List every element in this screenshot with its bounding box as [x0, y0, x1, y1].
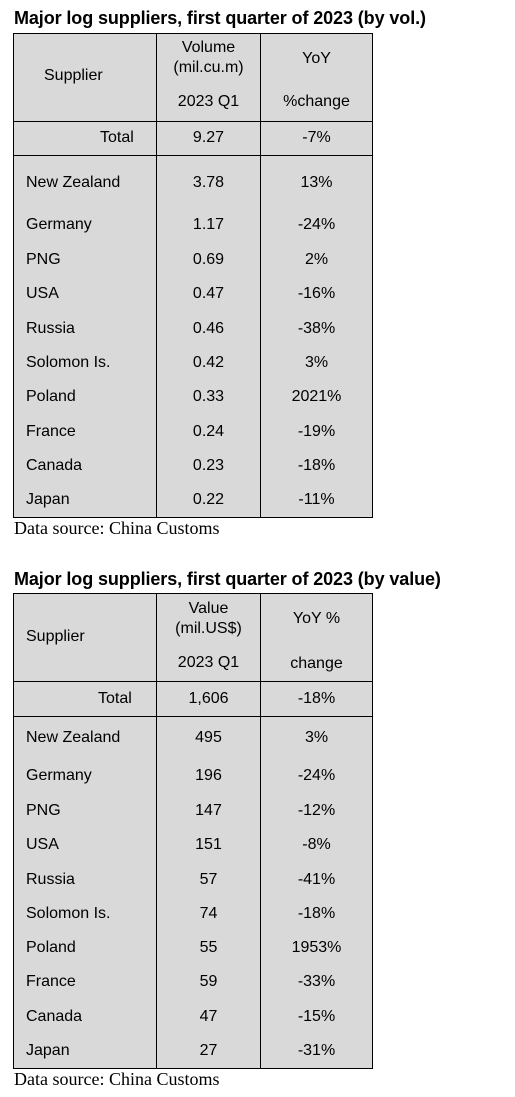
supplier-value: 1.17 [192, 216, 225, 233]
supplier-value: 0.33 [192, 388, 225, 405]
supplier-yoy: -24% [297, 767, 336, 784]
table-title: Major log suppliers, first quarter of 20… [14, 569, 441, 589]
supplier-value: 0.22 [192, 491, 225, 508]
total-yoy: -18% [297, 690, 336, 707]
supplier-name: Canada [26, 1008, 83, 1025]
supplier-value: 0.46 [192, 320, 225, 337]
supplier-yoy: -18% [297, 457, 336, 474]
header-supplier: Supplier [44, 67, 103, 84]
supplier-yoy: 13% [300, 174, 333, 191]
supplier-name: Germany [26, 767, 92, 784]
supplier-name: USA [26, 836, 59, 853]
supplier-value: 0.24 [192, 423, 225, 440]
supplier-value: 59 [199, 973, 218, 990]
supplier-yoy: 2021% [291, 388, 342, 405]
supplier-name: Poland [26, 388, 76, 405]
supplier-yoy: -31% [297, 1042, 336, 1059]
volume-table: Supplier Volume (mil.cu.m) 2023 Q1 YoY %… [13, 33, 373, 518]
supplier-name: Russia [26, 320, 75, 337]
supplier-yoy: 3% [304, 729, 329, 746]
header-yoy-unit: change [290, 655, 343, 672]
column-divider [156, 594, 157, 1068]
header-yoy: YoY % [292, 610, 341, 627]
supplier-yoy: -19% [297, 423, 336, 440]
supplier-value: 3.78 [192, 174, 225, 191]
supplier-yoy: -12% [297, 802, 336, 819]
table-title: Major log suppliers, first quarter of 20… [14, 8, 426, 28]
row-divider [14, 121, 372, 122]
supplier-name: Germany [26, 216, 92, 233]
supplier-yoy: -15% [297, 1008, 336, 1025]
supplier-value: 27 [199, 1042, 218, 1059]
supplier-value: 196 [195, 767, 222, 784]
header-metric: Value [188, 600, 229, 617]
row-divider [14, 681, 372, 682]
supplier-name: Japan [26, 1042, 70, 1059]
data-source-note: Data source: China Customs [14, 518, 220, 538]
supplier-value: 147 [195, 802, 222, 819]
supplier-yoy: 2% [304, 251, 329, 268]
row-divider [14, 155, 372, 156]
supplier-name: France [26, 973, 76, 990]
supplier-value: 495 [195, 729, 222, 746]
supplier-name: Solomon Is. [26, 905, 111, 922]
header-metric-unit: (mil.cu.m) [173, 59, 244, 76]
column-divider [260, 594, 261, 1068]
supplier-value: 151 [195, 836, 222, 853]
total-label: Total [100, 129, 134, 146]
supplier-yoy: -24% [297, 216, 336, 233]
supplier-value: 74 [199, 905, 218, 922]
supplier-yoy: -8% [302, 836, 331, 853]
supplier-value: 0.47 [192, 285, 225, 302]
supplier-name: Solomon Is. [26, 354, 111, 371]
total-value: 9.27 [192, 129, 225, 146]
supplier-name: Poland [26, 939, 76, 956]
value-table: Supplier Value (mil.US$) 2023 Q1 YoY % c… [13, 593, 373, 1069]
supplier-name: Japan [26, 491, 70, 508]
data-source-note: Data source: China Customs [14, 1069, 220, 1089]
total-label: Total [98, 690, 132, 707]
supplier-yoy: -41% [297, 871, 336, 888]
supplier-yoy: -16% [297, 285, 336, 302]
header-period: 2023 Q1 [177, 93, 240, 110]
column-divider [260, 34, 261, 517]
total-value: 1,606 [188, 690, 229, 707]
supplier-name: PNG [26, 251, 61, 268]
row-divider [14, 716, 372, 717]
supplier-name: New Zealand [26, 729, 121, 746]
supplier-yoy: 1953% [291, 939, 342, 956]
supplier-value: 0.69 [192, 251, 225, 268]
supplier-yoy: 3% [304, 354, 329, 371]
supplier-value: 57 [199, 871, 218, 888]
column-divider [156, 34, 157, 517]
header-yoy: YoY [302, 50, 331, 67]
header-supplier: Supplier [26, 628, 85, 645]
header-metric: Volume [181, 39, 236, 56]
supplier-name: PNG [26, 802, 61, 819]
supplier-name: France [26, 423, 76, 440]
supplier-yoy: -18% [297, 905, 336, 922]
supplier-value: 0.42 [192, 354, 225, 371]
supplier-value: 55 [199, 939, 218, 956]
supplier-name: Russia [26, 871, 75, 888]
supplier-name: New Zealand [26, 174, 121, 191]
supplier-name: USA [26, 285, 59, 302]
supplier-name: Canada [26, 457, 83, 474]
header-yoy-unit: %change [283, 93, 350, 110]
total-yoy: -7% [302, 129, 331, 146]
header-metric-unit: (mil.US$) [175, 620, 242, 637]
supplier-yoy: -38% [297, 320, 336, 337]
supplier-yoy: -33% [297, 973, 336, 990]
supplier-value: 47 [199, 1008, 218, 1025]
supplier-value: 0.23 [192, 457, 225, 474]
header-period: 2023 Q1 [177, 654, 240, 671]
supplier-yoy: -11% [298, 491, 335, 508]
